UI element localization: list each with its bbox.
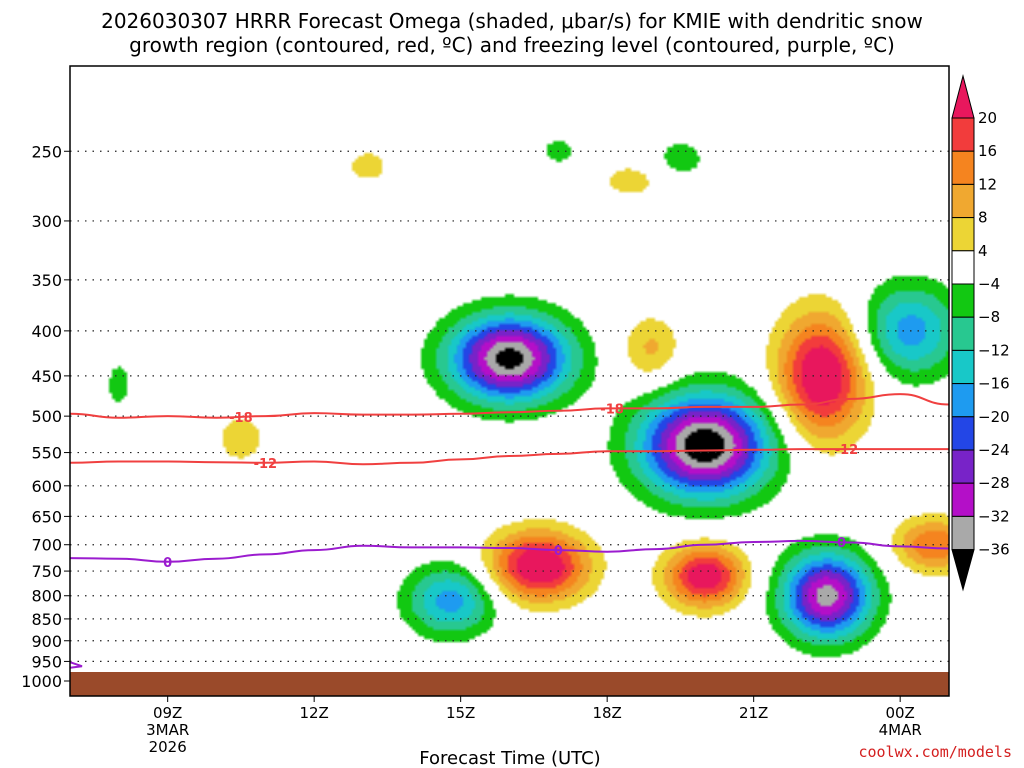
colorbar-label-10: −24 [978,441,1010,459]
plot-frame [69,65,950,697]
y-tick-label-250: 250 [31,142,62,161]
x-tick-date-09Z: 3MAR [146,721,189,739]
y-tick-label-700: 700 [31,536,62,555]
ground-surface [70,672,949,696]
colorbar-bin-8 [951,349,975,385]
colorbar-label-4: 4 [978,242,988,260]
isotherm-label-freezing-level-0-1: 0 [554,544,563,559]
isotherm-label-freezing-level-0-0: 0 [163,556,172,571]
credit-text: coolwx.com/models [858,743,1012,761]
x-tick-label-15Z: 15Z [446,704,475,722]
y-axis-ticks: 250 300 350 400 450 500 550 600 650 700 750 800 850 9… [21,142,70,691]
isotherm-label-dendritic-minus-18-1: -18 [600,402,624,417]
isotherm-label-freezing-level-0-2: 0 [837,536,846,551]
y-tick-label-450: 450 [31,367,62,386]
freezing-level-surface-hook [70,661,83,669]
colorbar-bin-11 [951,449,975,484]
isotherm-contours [70,393,949,669]
colorbar-bin-4 [951,217,975,252]
colorbar-arrow-top [951,74,975,119]
colorbar-label-13: −36 [978,541,1010,559]
isotherm-label-dendritic-minus-12-0: -12 [254,457,278,472]
x-tick-date-00Z: 4MAR [879,721,922,739]
omega-shading [70,66,949,696]
y-tick-label-300: 300 [31,212,62,231]
colorbar-label-3: 8 [978,209,988,227]
y-tick-label-650: 650 [31,507,62,526]
y-tick-label-1000: 1000 [21,672,62,691]
colorbar-label-1: 16 [978,142,997,160]
colorbar-bin-7 [951,316,975,351]
colorbar-label-0: 20 [978,109,997,127]
y-tick-label-950: 950 [31,652,62,671]
y-tick-label-800: 800 [31,587,62,606]
y-tick-label-850: 850 [31,610,62,629]
isotherm-label-dendritic-minus-18-0: -18 [229,411,253,426]
x-tick-label-00Z: 00Z [885,704,914,722]
y-tick-label-500: 500 [31,407,62,426]
y-tick-label-400: 400 [31,322,62,341]
chart-title-line-2: growth region (contoured, red, ºC) and f… [129,33,895,57]
y-tick-label-550: 550 [31,444,62,463]
colorbar-bin-5 [951,250,975,285]
y-tick-label-900: 900 [31,632,62,651]
x-tick-label-12Z: 12Z [299,704,328,722]
colorbar-arrow-bottom [951,549,975,592]
isotherm-labels: -18 -18 -12 -12 0 0 0 [163,402,859,571]
y-tick-label-350: 350 [31,271,62,290]
colorbar-bin-6 [951,283,975,318]
colorbar-label-2: 12 [978,175,997,193]
isotherm-dendritic-minus-12 [70,448,949,466]
x-tick-label-21Z: 21Z [739,704,768,722]
x-tick-label-09Z: 09Z [153,704,182,722]
colorbar-bin-12 [951,482,975,517]
colorbar-bin-2 [951,150,975,185]
colorbar-label-7: −12 [978,341,1010,359]
colorbar-label-5: −4 [978,275,1000,293]
y-tick-label-750: 750 [31,562,62,581]
colorbar: 20 16 12 8 4 −4 −8 −12 −16 −20 −24 −28 −32 −36 [951,74,1010,592]
isotherm-label-dendritic-minus-12-1: -12 [835,443,859,458]
x-tick-year-09Z: 2026 [149,738,187,756]
colorbar-label-8: −16 [978,375,1010,393]
colorbar-bin-9 [951,383,975,418]
chart-title-line-1: 2026030307 HRRR Forecast Omega (shaded, … [101,9,923,33]
isotherm-freezing-level-0 [70,539,949,563]
x-axis-label: Forecast Time (UTC) [419,748,600,768]
colorbar-label-6: −8 [978,308,1000,326]
omega-field [70,66,949,696]
colorbar-bin-10 [951,416,975,451]
colorbar-bin-1 [951,117,975,152]
isotherm-dendritic-minus-18 [70,393,949,419]
colorbar-bin-13 [951,515,975,551]
x-tick-label-18Z: 18Z [592,704,621,722]
colorbar-label-11: −28 [978,474,1010,492]
colorbar-label-9: −20 [978,408,1010,426]
colorbar-bin-3 [951,183,975,219]
colorbar-label-12: −32 [978,507,1010,525]
y-tick-label-600: 600 [31,477,62,496]
